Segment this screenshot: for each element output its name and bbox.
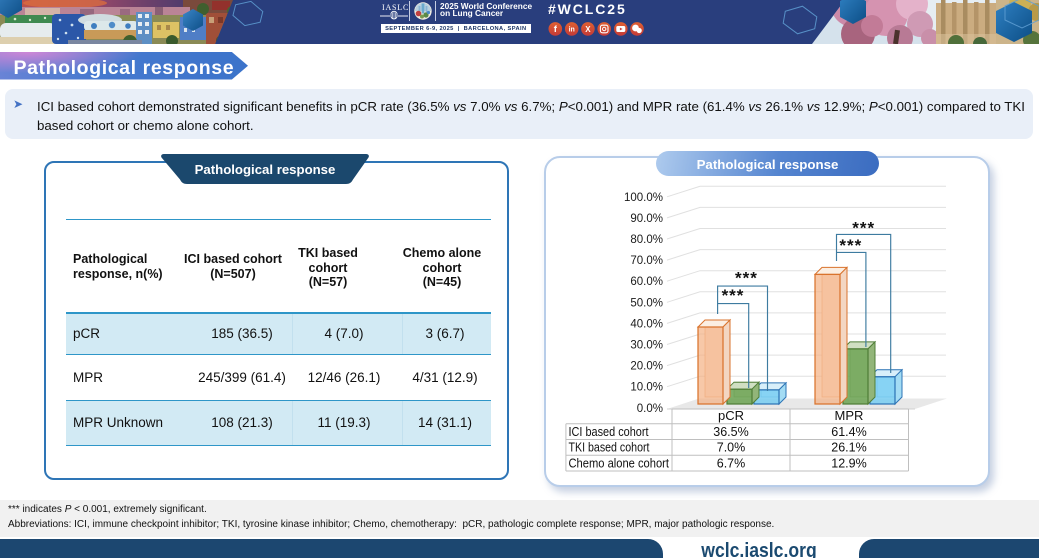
svg-text:90.0%: 90.0% [630,213,663,225]
svg-text:40.0%: 40.0% [630,318,663,330]
svg-text:61.4%: 61.4% [831,425,866,439]
svg-text:TKI based cohort: TKI based cohort [569,441,650,455]
svg-text:50.0%: 50.0% [630,297,663,309]
svg-text:ICI based cohort: ICI based cohort [569,425,649,439]
svg-text:36.5%: 36.5% [713,425,748,439]
svg-text:pCR: pCR [718,408,744,423]
svg-text:6.7%: 6.7% [717,456,746,470]
svg-text:in: in [569,27,575,34]
svg-text:***: *** [852,219,875,238]
svg-text:7.0%: 7.0% [717,441,746,455]
svg-text:X: X [585,25,591,34]
svg-text:26.1%: 26.1% [831,441,866,455]
svg-text:MPR: MPR [835,408,864,423]
svg-text:70.0%: 70.0% [630,255,663,267]
svg-text:f: f [554,24,558,35]
svg-text:Chemo alone cohort: Chemo alone cohort [569,456,670,470]
svg-text:***: *** [839,236,862,255]
svg-text:***: *** [722,286,745,305]
svg-text:10.0%: 10.0% [630,382,663,394]
svg-text:***: *** [735,269,758,288]
svg-text:100.0%: 100.0% [624,192,663,204]
svg-text:60.0%: 60.0% [630,276,663,288]
svg-text:80.0%: 80.0% [630,234,663,246]
svg-text:20.0%: 20.0% [630,361,663,373]
svg-text:12.9%: 12.9% [831,456,866,470]
svg-text:0.0%: 0.0% [637,403,663,415]
svg-text:30.0%: 30.0% [630,340,663,352]
